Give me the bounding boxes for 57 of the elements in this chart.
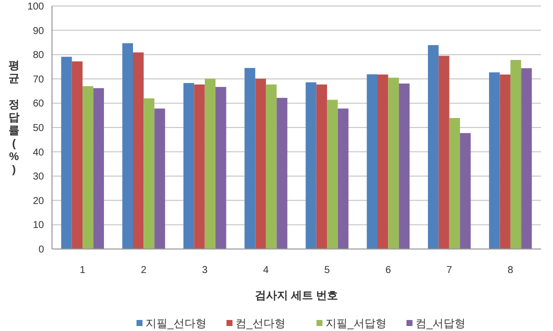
y-tick-label: 30 — [32, 172, 44, 183]
y-tick-label: 40 — [32, 147, 44, 158]
y-tick-label: 70 — [32, 74, 44, 86]
legend-label: 컴_서답형 — [416, 318, 466, 330]
bar — [438, 56, 450, 249]
y-tick-label: 0 — [38, 244, 44, 256]
bar — [132, 52, 144, 249]
y-tick-label: 10 — [32, 220, 44, 232]
bar — [144, 98, 154, 249]
bar — [500, 74, 510, 249]
x-tick-label: 4 — [263, 265, 270, 276]
legend-label: 컴_선다형 — [236, 318, 286, 330]
x-tick-label: 8 — [508, 265, 514, 276]
bar — [276, 98, 288, 249]
legend-label: 지필_서답형 — [326, 318, 387, 330]
x-tick-label: 3 — [202, 265, 208, 276]
x-tick-label: 7 — [446, 265, 453, 276]
bar — [82, 86, 94, 249]
bar — [428, 45, 439, 249]
bar — [255, 78, 266, 249]
bar — [306, 82, 316, 249]
x-axis-title: 검사지 세트 번호 — [254, 290, 338, 302]
bar — [122, 43, 133, 249]
bar — [72, 61, 83, 249]
bar — [449, 118, 460, 249]
y-tick-label: 60 — [32, 98, 44, 110]
bar — [327, 100, 338, 249]
y-tick-label: 20 — [32, 196, 44, 207]
bar — [510, 60, 522, 249]
bar — [460, 133, 471, 249]
text: 평균 정답률(%) — [8, 60, 20, 176]
bar — [244, 68, 256, 249]
bar — [194, 84, 205, 249]
y-tick-label: 100 — [27, 2, 44, 12]
bar — [183, 83, 194, 249]
bar — [316, 84, 328, 249]
bar — [338, 108, 348, 249]
bar — [154, 108, 166, 249]
y-tick-label: 80 — [32, 50, 44, 62]
bar — [521, 68, 532, 249]
bar — [204, 78, 216, 249]
x-tick-label: 2 — [140, 265, 147, 276]
bar — [216, 86, 226, 249]
bar — [388, 78, 399, 249]
bar — [61, 56, 72, 249]
x-tick-label: 6 — [385, 265, 392, 276]
bar — [489, 72, 500, 249]
y-tick-label: 50 — [32, 123, 44, 134]
x-tick-label: 5 — [324, 265, 330, 276]
x-tick-label: 1 — [80, 265, 86, 276]
bar — [93, 88, 104, 249]
bar — [266, 84, 277, 249]
bar — [366, 74, 378, 249]
legend-label: 지필_선다형 — [146, 318, 207, 330]
bar — [398, 84, 410, 249]
bar — [377, 74, 388, 249]
y-tick-label: 90 — [32, 26, 44, 37]
